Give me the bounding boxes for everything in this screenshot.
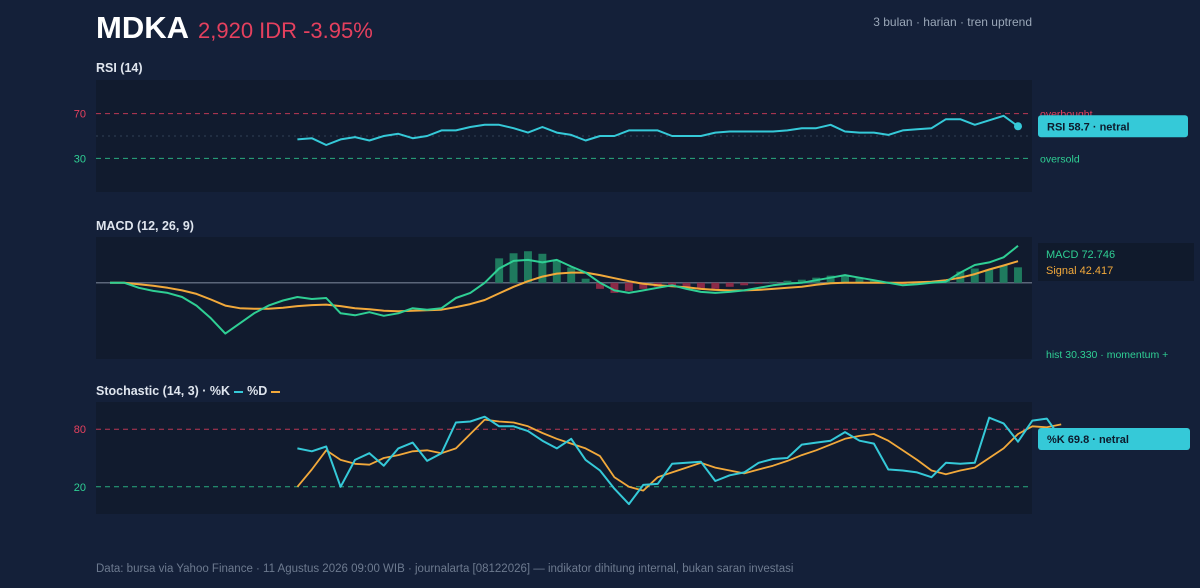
macd-histogram-bar [913,282,922,284]
stoch-value-badge-text: %K 69.8 · netral [1047,434,1129,446]
macd-legend-box [1038,243,1194,281]
macd-histogram-bar [639,282,648,289]
rsi-y-tick-70: 70 [74,109,86,121]
rsi-value-badge-text: RSI 58.7 · netral [1047,121,1130,133]
macd-histogram-bar [783,280,792,283]
macd-histogram-bar [855,278,864,283]
rsi-value-badge [1038,115,1188,138]
macd-histogram-bar [610,282,619,293]
header: MDKA 2,920 IDR -3.95% [96,10,373,46]
stoch-y-tick-20: 20 [74,482,86,494]
macd-panel-bg [96,237,1032,359]
macd-histogram-bar [1014,267,1022,283]
macd-histogram-bar [552,260,561,283]
macd-histogram-bar [740,282,749,286]
macd-histogram-bar [696,282,705,289]
macd-histogram-bar [985,269,994,283]
macd-histogram-bar [869,280,878,283]
hist-value-label: hist 30.330 · momentum + [1046,349,1168,361]
ticker-symbol: MDKA [96,10,189,45]
last-price: 2,920 IDR [198,18,298,43]
d-legend-label: %D [247,384,268,398]
stoch-panel-title: Stochastic (14, 3) · %K %D [96,384,284,398]
stoch-k-line [297,415,1063,506]
macd-histogram-bar [596,282,604,289]
rsi-ref-label-oversold: oversold [1040,153,1080,165]
macd-histogram-bar [999,265,1008,283]
macd-histogram-bar [624,282,633,291]
macd-histogram-bar [538,253,547,283]
macd-histogram-bar [495,258,504,283]
rsi-panel-title: RSI (14) [96,61,143,75]
macd-histogram-bar [826,275,835,283]
rsi-y-tick-30: 30 [74,153,86,165]
macd-histogram-bar [567,267,576,283]
k-legend-swatch [234,390,244,393]
rsi-last-point [1014,122,1022,131]
macd-value-label: MACD 72.746 [1046,249,1115,261]
stoch-title-text: Stochastic (14, 3) · %K [96,384,231,398]
macd-histogram-bar [754,282,763,284]
price-change-pct: -3.95% [303,18,373,43]
macd-line [110,245,1019,335]
macd-histogram-bar [581,278,590,283]
d-legend-swatch [271,390,281,393]
macd-histogram-bar [682,282,691,288]
macd-histogram-bar [711,282,720,289]
macd-histogram-bar [841,275,850,283]
rsi-line [297,114,1019,146]
macd-panel-title: MACD (12, 26, 9) [96,219,194,233]
macd-histogram-bar [509,253,518,283]
macd-histogram-bar [769,281,777,283]
macd-histogram-bar [797,279,806,283]
stoch-d-line [296,418,1062,492]
macd-histogram-bar [970,268,979,283]
macd-histogram-bar [668,282,677,286]
footer-source-note: Data: bursa via Yahoo Finance · 11 Agust… [96,563,794,575]
macd-histogram-bar [725,282,734,287]
stoch-value-badge [1038,427,1190,450]
signal-value-label: Signal 42.417 [1046,265,1113,277]
macd-histogram-bar [524,251,532,283]
stoch-y-tick-80: 80 [74,424,86,436]
chart-meta: 3 bulan · harian · tren uptrend [873,15,1032,29]
stoch-panel-bg [96,402,1032,514]
